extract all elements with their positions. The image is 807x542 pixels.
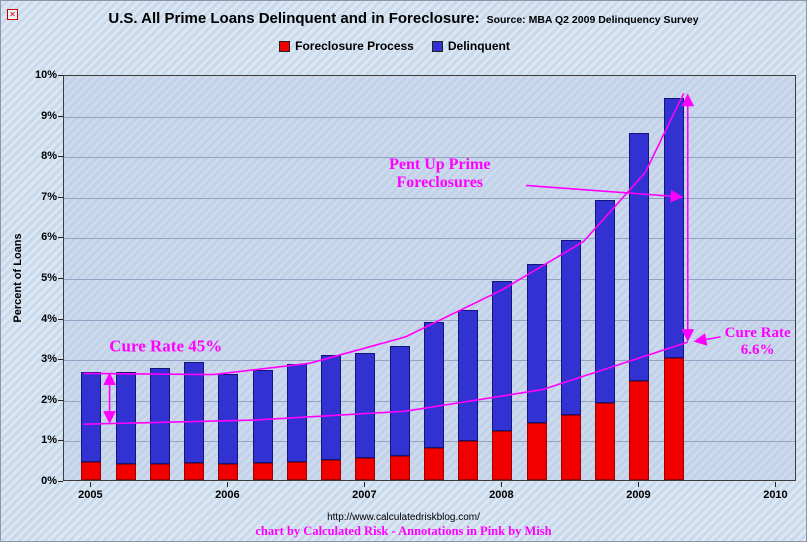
bar-delinquent <box>286 364 307 462</box>
bar-delinquent <box>115 372 136 464</box>
y-axis-tick-label: 8% <box>41 150 57 163</box>
y-axis-tick <box>58 481 63 482</box>
x-axis-tick <box>638 482 640 487</box>
legend-label-delinquent: Delinquent <box>447 39 510 53</box>
annotation-pent-up-line1: Pent Up Prime <box>389 156 491 174</box>
bar-foreclosure-process <box>560 415 581 480</box>
bar-foreclosure-process <box>458 441 479 480</box>
bar-delinquent <box>595 199 616 403</box>
bar-delinquent <box>355 353 376 458</box>
bar-delinquent <box>663 98 684 359</box>
bar-delinquent <box>389 346 410 456</box>
bar-foreclosure-process <box>115 463 136 480</box>
x-axis-tick <box>501 482 503 487</box>
broken-image-icon: ✕ <box>7 9 18 20</box>
bar-delinquent <box>423 321 444 449</box>
h-gridline <box>64 319 795 321</box>
bar-foreclosure-process <box>252 462 273 480</box>
annotation-cure-rate-45: Cure Rate 45% <box>109 336 223 356</box>
x-axis-tick-label: 2007 <box>352 489 377 501</box>
y-axis-tick <box>58 318 63 320</box>
y-axis-tick-label: 0% <box>41 475 57 487</box>
h-gridline <box>64 279 795 280</box>
bar-foreclosure-process <box>492 431 513 480</box>
y-axis-tick-label: 3% <box>41 353 57 366</box>
x-axis-tick-label: 2005 <box>78 489 103 501</box>
bar-delinquent <box>629 132 650 381</box>
chart-title-row: U.S. All Prime Loans Delinquent and in F… <box>1 10 806 28</box>
bar-foreclosure-process <box>663 358 684 480</box>
x-axis-tick-label: 2010 <box>763 489 788 501</box>
bar-delinquent <box>492 281 513 432</box>
y-axis-tick-label: 6% <box>41 231 57 244</box>
y-axis-tick-label: 1% <box>41 434 57 447</box>
y-axis-tick <box>58 359 63 361</box>
x-axis-tick <box>775 482 777 487</box>
x-axis-tick-label: 2006 <box>215 489 240 501</box>
x-axis-tick <box>227 482 229 487</box>
bar-delinquent <box>184 362 205 463</box>
bar-delinquent <box>81 372 102 462</box>
annotation-pent-up-foreclosures: Pent Up Prime Foreclosures <box>389 157 490 193</box>
y-axis-tick <box>58 278 63 279</box>
bar-foreclosure-process <box>218 463 239 480</box>
y-axis-tick-label: 2% <box>41 393 57 406</box>
legend: Foreclosure Process Delinquent <box>1 39 806 53</box>
h-gridline <box>64 116 795 118</box>
bar-foreclosure-process <box>286 461 307 480</box>
bar-foreclosure-process <box>81 461 102 480</box>
y-axis-tick <box>58 156 63 158</box>
bar-foreclosure-process <box>595 402 616 480</box>
bar-delinquent <box>218 374 239 464</box>
bar-delinquent <box>321 354 342 460</box>
y-axis-tick-label: 7% <box>41 190 57 203</box>
y-axis-tick-label: 10% <box>34 69 57 81</box>
bar-foreclosure-process <box>389 455 410 480</box>
annotation-cure-rate-66-line1: Cure Rate <box>724 325 791 342</box>
bar-delinquent <box>458 310 479 442</box>
x-axis-tick <box>364 482 366 487</box>
bar-foreclosure-process <box>526 423 547 480</box>
bar-delinquent <box>526 264 547 424</box>
bar-foreclosure-process <box>149 463 170 480</box>
chart-title: U.S. All Prime Loans Delinquent and in F… <box>108 10 480 27</box>
y-axis-tick <box>58 440 63 442</box>
x-axis-tick <box>90 482 92 487</box>
y-axis-tick <box>58 196 63 198</box>
footer-url: http://www.calculatedriskblog.com/ <box>327 512 480 523</box>
y-axis-tick <box>58 75 63 76</box>
y-axis-tick <box>58 399 63 401</box>
x-axis-tick-label: 2008 <box>489 489 514 501</box>
h-gridline <box>64 238 795 240</box>
y-axis-tick <box>58 237 63 239</box>
footer-credit: chart by Calculated Risk - Annotations i… <box>255 524 552 538</box>
plot-area <box>63 75 796 481</box>
annotation-cure-rate-66-line2: 6.6% <box>740 342 775 359</box>
h-gridline <box>64 197 795 199</box>
y-axis-tick <box>58 115 63 117</box>
bar-foreclosure-process <box>629 380 650 480</box>
y-axis-tick-label: 9% <box>41 109 57 122</box>
bar-foreclosure-process <box>184 462 205 480</box>
bar-delinquent <box>560 240 581 416</box>
chart-source: Source: MBA Q2 2009 Delinquency Survey <box>486 14 699 26</box>
bar-foreclosure-process <box>423 448 444 480</box>
x-axis-tick-label: 2009 <box>626 489 651 501</box>
bar-delinquent <box>252 370 273 463</box>
y-axis-tick-label: 5% <box>41 272 57 284</box>
bar-delinquent <box>149 368 170 464</box>
bar-foreclosure-process <box>355 457 376 480</box>
legend-swatch-delinquent <box>431 40 443 52</box>
y-axis-tick-label: 4% <box>41 312 57 325</box>
annotation-pent-up-line2: Foreclosures <box>396 174 484 192</box>
legend-swatch-foreclosure <box>279 40 291 52</box>
bar-foreclosure-process <box>321 459 342 480</box>
annotation-cure-rate-66: Cure Rate 6.6% <box>725 325 791 359</box>
legend-label-foreclosure: Foreclosure Process <box>295 39 414 53</box>
